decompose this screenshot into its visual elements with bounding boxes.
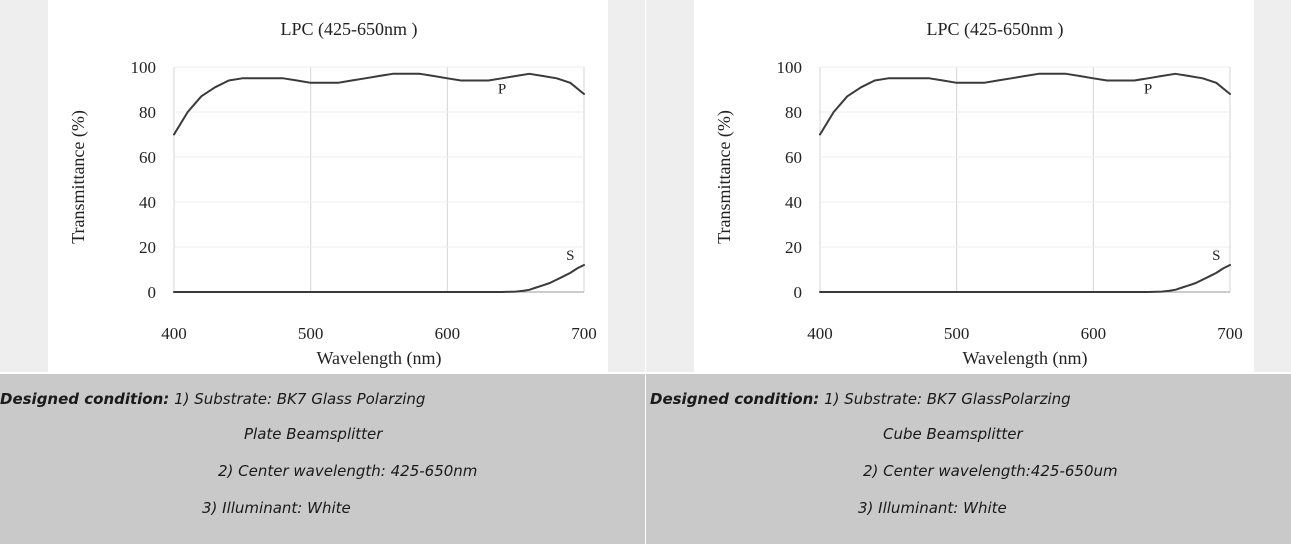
x-tick-label: 600 — [1081, 324, 1107, 343]
caption-lead: Designed condition: — [0, 390, 170, 408]
y-tick-label: 20 — [785, 238, 802, 257]
y-tick-label: 0 — [794, 283, 803, 302]
caption-lead: Designed condition: — [650, 390, 820, 408]
x-axis-label: Wavelength (nm) — [962, 348, 1087, 369]
caption-line-3: 2) Center wavelength: 425-650nm — [218, 462, 478, 480]
caption-line-2: Plate Beamsplitter — [244, 425, 383, 443]
y-tick-label: 80 — [785, 103, 802, 122]
chart-background — [48, 0, 608, 372]
x-axis-label: Wavelength (nm) — [316, 348, 441, 369]
caption-line-2: Cube Beamsplitter — [883, 425, 1023, 443]
series-line-P — [819, 72, 1231, 136]
caption-line-3: 2) Center wavelength:425-650um — [863, 462, 1118, 480]
series-line-S — [819, 264, 1231, 293]
y-axis-label: Transmittance (%) — [68, 110, 89, 244]
chart-title: LPC (425-650nm ) — [281, 19, 418, 40]
series-label-S: S — [1212, 248, 1220, 264]
x-tick-label: 700 — [1217, 324, 1243, 343]
series-line-P — [173, 72, 585, 136]
chart-frame — [0, 0, 645, 372]
y-tick-label: 40 — [139, 193, 156, 212]
y-tick-label: 40 — [785, 193, 802, 212]
caption-line-4: 3) Illuminant: White — [202, 499, 351, 517]
y-tick-label: 20 — [139, 238, 156, 257]
caption-line-1: Designed condition: 1) Substrate: BK7 Gl… — [650, 390, 1071, 408]
x-tick-label: 700 — [571, 324, 597, 343]
x-tick-label: 600 — [435, 324, 461, 343]
series-label-P: P — [498, 81, 506, 97]
caption-right: Designed condition: 1) Substrate: BK7 Gl… — [646, 374, 1291, 544]
y-tick-label: 0 — [148, 283, 157, 302]
series-label-S: S — [566, 248, 574, 264]
chart-frame — [646, 0, 1291, 372]
chart-title: LPC (425-650nm ) — [927, 19, 1064, 40]
x-tick-label: 500 — [298, 324, 324, 343]
panel-divider — [645, 0, 646, 544]
y-tick-label: 80 — [139, 103, 156, 122]
series-line-S — [173, 264, 585, 293]
y-tick-label: 60 — [139, 148, 156, 167]
chart-panel-right: 400 500 600 700 0 20 40 60 80 100 LPC (425-650nm )… — [646, 0, 1291, 544]
caption-substrate: 1) Substrate: BK7 GlassPolarzing — [819, 390, 1071, 408]
y-tick-label: 60 — [785, 148, 802, 167]
caption-line-4: 3) Illuminant: White — [858, 499, 1007, 517]
x-tick-label: 500 — [944, 324, 970, 343]
caption-substrate: 1) Substrate: BK7 Glass Polarzing — [169, 390, 426, 408]
y-tick-label: 100 — [777, 58, 803, 77]
series-label-P: P — [1144, 81, 1152, 97]
x-tick-label: 400 — [807, 324, 833, 343]
caption-left: Designed condition: 1) Substrate: BK7 Gl… — [0, 374, 645, 544]
chart-background — [694, 0, 1254, 372]
y-tick-label: 100 — [131, 58, 157, 77]
chart-right: 400 500 600 700 0 20 40 60 80 100 LPC (425-650nm )… — [714, 19, 1243, 369]
x-tick-label: 400 — [161, 324, 187, 343]
chart-left: 400 500 600 700 0 20 40 60 80 100 LPC (425-650nm )… — [68, 19, 597, 369]
caption-line-1: Designed condition: 1) Substrate: BK7 Gl… — [0, 390, 425, 408]
chart-panel-left: 400 500 600 700 0 20 40 60 80 100 LPC (425-650nm )… — [0, 0, 645, 544]
y-axis-label: Transmittance (%) — [714, 110, 735, 244]
